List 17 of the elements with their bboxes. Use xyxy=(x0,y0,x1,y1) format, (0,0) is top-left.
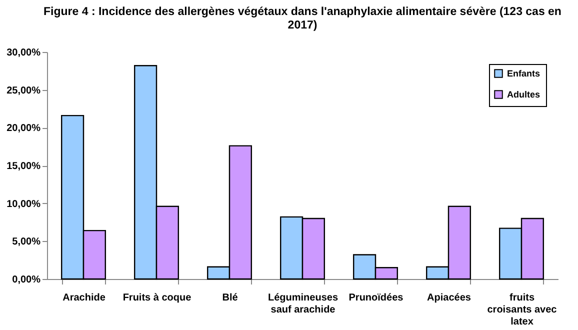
y-tick-label: 0,00% xyxy=(12,274,41,286)
x-tick-label: Apiacées xyxy=(427,292,472,304)
y-tick-label: 10,00% xyxy=(6,198,41,210)
y-tick-label: 15,00% xyxy=(6,161,41,172)
x-tick-label: Légumineuses sauf arachide xyxy=(268,292,338,316)
x-tick-label: Blé xyxy=(222,292,238,304)
x-tick-label: Fruits à coque xyxy=(122,292,192,304)
legend-label: Adultes xyxy=(507,90,540,100)
y-tick-label: 30,00% xyxy=(6,48,41,58)
y-tick-label: 5,00% xyxy=(12,236,41,248)
x-tick-label: Arachide xyxy=(62,292,106,304)
y-tick-label: 20,00% xyxy=(6,123,41,134)
y-tick-label: 25,00% xyxy=(6,85,41,96)
x-tick-label: Prunoïdées xyxy=(348,292,404,304)
chart-title: Figure 4 : Incidence des allergènes végétaux dans l'anaphylaxie alimentaire sévère (123 cas en 2017) xyxy=(44,6,562,32)
x-tick-label: fruits croisants avec latex xyxy=(487,292,558,328)
legend-label: Enfants xyxy=(507,68,540,78)
